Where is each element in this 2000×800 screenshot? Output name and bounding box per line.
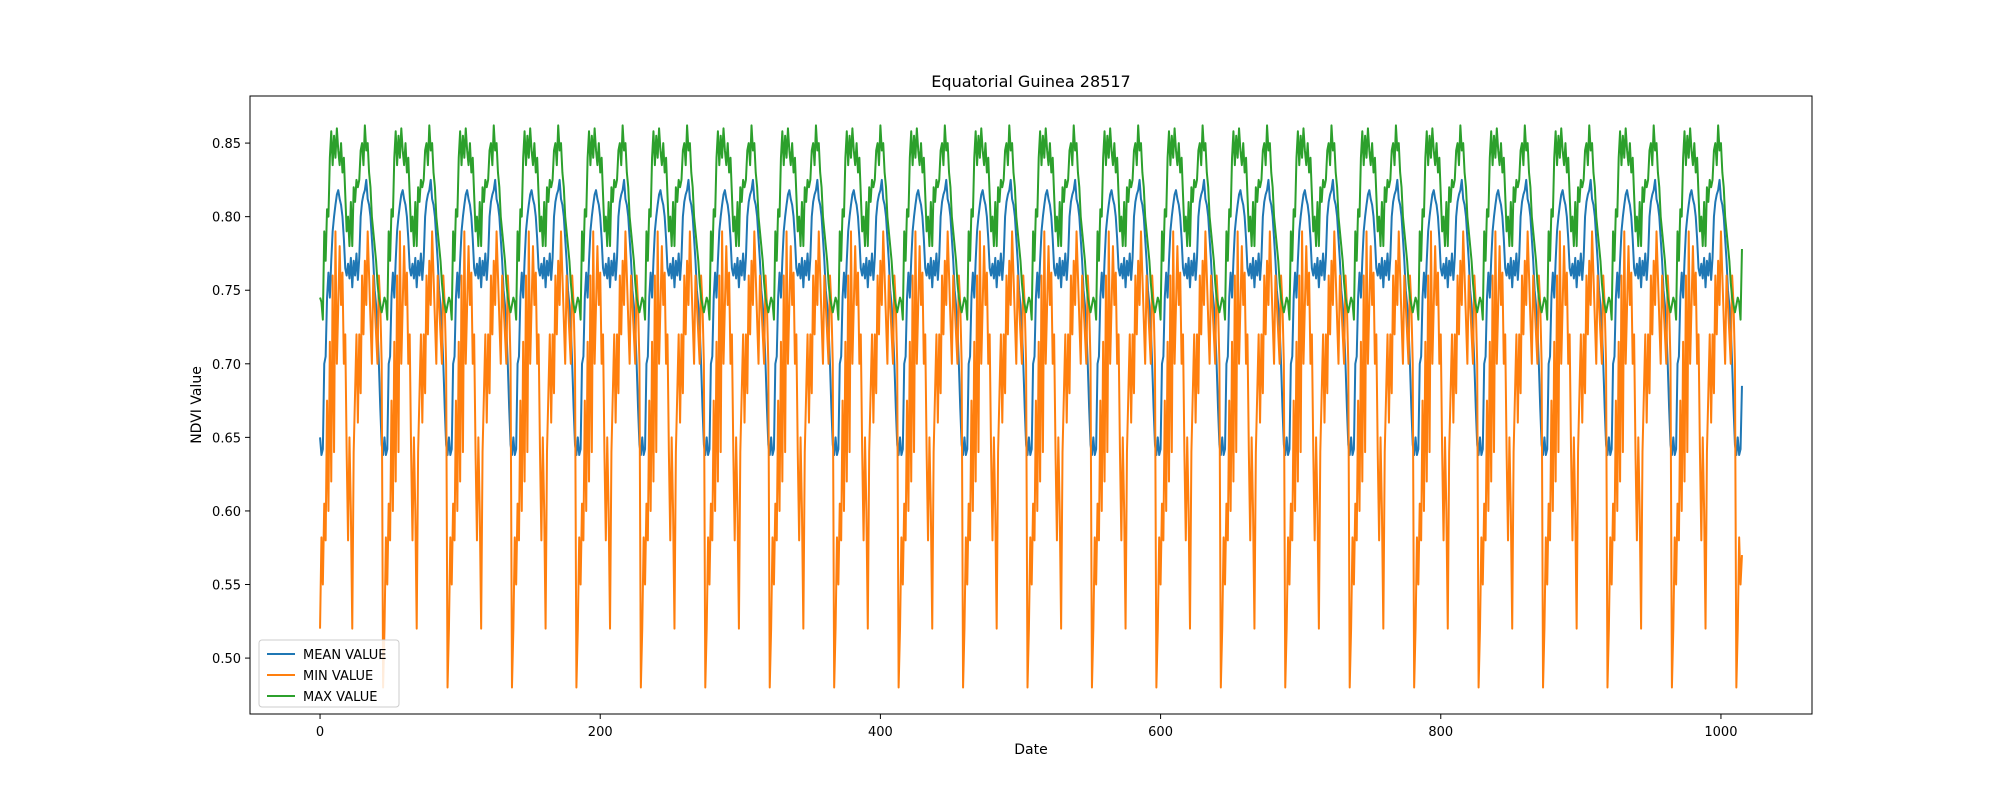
y-tick-label: 0.85 [212, 137, 241, 152]
y-tick-label: 0.60 [212, 505, 241, 520]
series-line-max-value [319, 124, 1743, 321]
series-line-mean-value [319, 178, 1743, 457]
chart-title: Equatorial Guinea 28517 [931, 72, 1130, 91]
y-tick-label: 0.50 [212, 652, 241, 667]
plot-frame [249, 95, 1813, 715]
legend-label: MEAN VALUE [303, 648, 386, 663]
x-tick-label: 600 [1148, 725, 1173, 740]
series-layer [319, 124, 1743, 689]
x-tick-label: 200 [588, 725, 613, 740]
y-tick-label: 0.75 [212, 284, 241, 299]
x-tick-label: 800 [1428, 725, 1453, 740]
x-axis: 0 200 400 600 800 1000 [316, 714, 1737, 740]
y-axis: 0.50 0.55 0.60 0.65 0.70 0.75 0.80 0.85 [212, 137, 250, 667]
y-tick-label: 0.65 [212, 431, 241, 446]
x-axis-label: Date [1014, 742, 1047, 758]
legend-label: MIN VALUE [303, 669, 373, 684]
y-tick-label: 0.70 [212, 358, 241, 373]
y-tick-label: 0.80 [212, 211, 241, 226]
legend-label: MAX VALUE [303, 690, 377, 705]
legend-box [258, 639, 400, 708]
legend: MEAN VALUE MIN VALUE MAX VALUE [258, 639, 400, 708]
x-tick-label: 400 [868, 725, 893, 740]
x-tick-label: 1000 [1704, 725, 1737, 740]
y-axis-label: NDVI Value [189, 366, 205, 444]
x-tick-label: 0 [316, 725, 324, 740]
series-line-min-value [319, 230, 1743, 689]
y-tick-label: 0.55 [212, 579, 241, 594]
